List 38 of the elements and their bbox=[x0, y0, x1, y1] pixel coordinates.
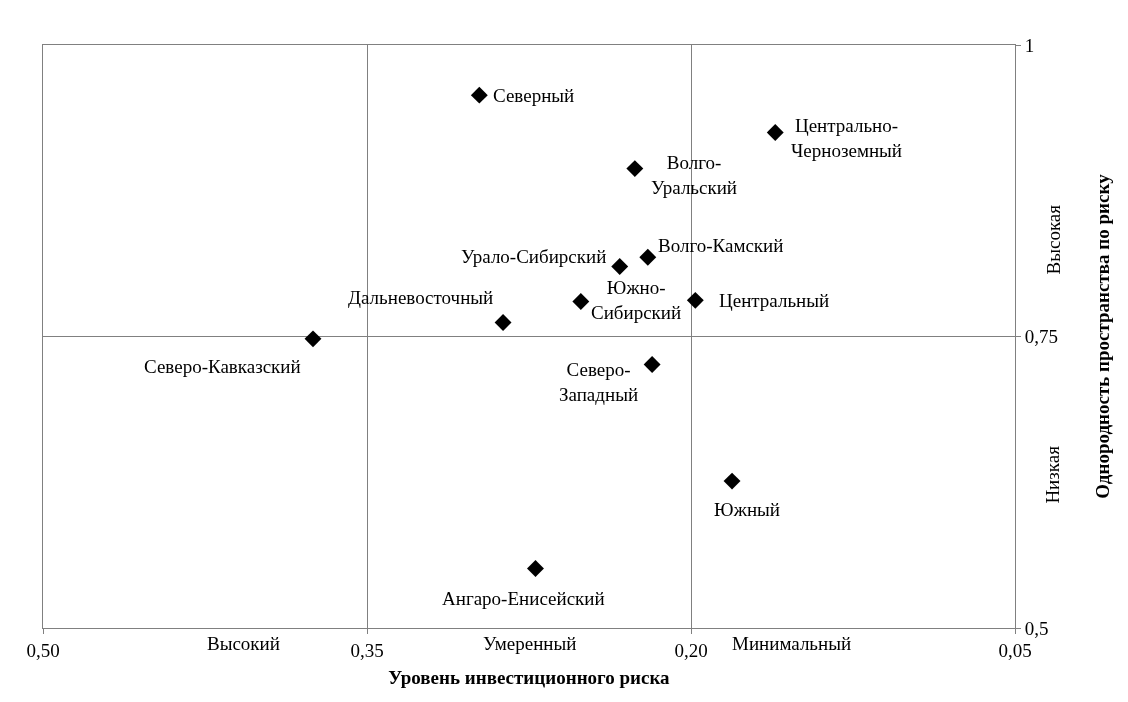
text: Минимальный bbox=[732, 633, 852, 654]
y-axis-title: Однородность пространства по риску bbox=[1091, 173, 1113, 499]
annotation: Северный bbox=[493, 85, 575, 106]
y-tick-label: 0,5 bbox=[1024, 617, 1049, 639]
annotation: Северо- Западный bbox=[559, 359, 639, 405]
point bbox=[470, 86, 488, 104]
y-tick-label: 0,75 bbox=[1024, 326, 1059, 348]
annotation: Центрально- Черноземный bbox=[791, 115, 903, 161]
annotation: Волго-Камский bbox=[658, 235, 784, 256]
x-tick-label: 0,50 bbox=[26, 639, 60, 661]
text: Высокая bbox=[1042, 204, 1064, 275]
x-tick-label: 0,05 bbox=[998, 639, 1032, 661]
annotation: Ангаро-Енисейский bbox=[442, 588, 605, 609]
y-tick-label: 1 bbox=[1024, 34, 1035, 56]
point bbox=[723, 472, 741, 490]
annotation: Северо-Кавказский bbox=[144, 356, 301, 377]
point bbox=[686, 291, 704, 309]
text: Высокий bbox=[207, 633, 280, 654]
text: Умеренный bbox=[483, 633, 577, 654]
point bbox=[643, 356, 661, 373]
point bbox=[527, 560, 544, 577]
point bbox=[494, 314, 512, 331]
point bbox=[572, 293, 590, 310]
x-tick-label: 0,35 bbox=[350, 639, 384, 661]
point bbox=[766, 124, 784, 141]
point bbox=[639, 248, 657, 266]
annotation: Центральный bbox=[719, 290, 830, 311]
point bbox=[611, 258, 629, 275]
point bbox=[304, 330, 322, 348]
x-tick-label: 0,20 bbox=[674, 639, 708, 661]
annotation: Волго- Уральский bbox=[651, 152, 738, 198]
annotation: Южно- Сибирский bbox=[591, 277, 682, 323]
annotation: Южный bbox=[714, 499, 780, 520]
text: Низкая bbox=[1042, 445, 1064, 504]
point bbox=[626, 160, 644, 178]
annotation: Урало-Сибирский bbox=[461, 246, 607, 267]
annotation: Дальневосточный bbox=[348, 287, 494, 308]
x-axis-title: Уровень инвестиционного риска bbox=[388, 666, 671, 688]
